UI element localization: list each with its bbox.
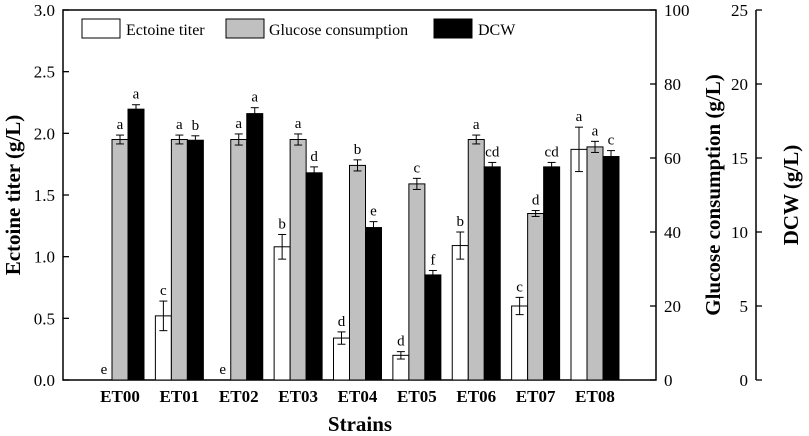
x-tick-label: ET03 (278, 387, 318, 406)
significance-label: c (414, 160, 421, 176)
bar (467, 139, 485, 381)
significance-label: a (176, 117, 183, 133)
significance-label: a (473, 117, 480, 133)
y-left-tick-label: 1.0 (34, 248, 55, 267)
legend-swatch-ectoine (81, 18, 121, 39)
y-left-tick-label: 0.0 (34, 371, 55, 390)
significance-label: c (160, 283, 167, 299)
bar (349, 164, 366, 381)
y-right2-tick-label: 10 (731, 223, 748, 242)
y-left-tick-label: 1.5 (34, 186, 55, 205)
bar (111, 139, 129, 381)
y-right2-tick-label: 15 (731, 149, 748, 168)
y-right2-tick-label: 25 (731, 1, 748, 20)
significance-label: d (310, 149, 318, 165)
y-right1-tick-label: 20 (664, 297, 681, 316)
bar (246, 113, 264, 381)
legend-label-ectoine: Ectoine titer (126, 22, 205, 39)
y-left-tick-label: 2.0 (34, 124, 55, 143)
y-left-tick-label: 2.5 (34, 63, 55, 82)
bar (543, 166, 561, 381)
significance-label: a (133, 87, 140, 103)
significance-label: c (516, 279, 523, 295)
y-right1-axis-title: Glucose consumption (g/L) (701, 74, 725, 316)
significance-label: a (235, 116, 242, 132)
bar (586, 146, 604, 381)
significance-label: a (251, 90, 258, 106)
bar (305, 172, 323, 381)
significance-label: cd (545, 144, 560, 160)
bar (170, 139, 188, 381)
y-right1-tick-label: 80 (664, 75, 681, 94)
x-tick-label: ET06 (456, 387, 496, 406)
y-right1-tick-label: 0 (664, 371, 673, 390)
bar (602, 156, 620, 381)
significance-label: a (117, 117, 124, 133)
significance-label: b (457, 214, 465, 230)
x-tick-label: ET07 (516, 387, 556, 406)
x-tick-label: ET01 (160, 387, 200, 406)
bar (451, 245, 469, 381)
x-tick-label: ET00 (100, 387, 140, 406)
significance-label: e (219, 362, 226, 378)
y-right2-tick-label: 5 (740, 297, 749, 316)
bar (511, 305, 529, 381)
y-right1-tick-label: 60 (664, 149, 681, 168)
bar (230, 139, 248, 381)
y-right1-tick-label: 40 (664, 223, 681, 242)
bar (289, 139, 307, 381)
y-right2-tick-label: 0 (740, 371, 749, 390)
significance-label: d (532, 193, 540, 209)
legend-swatch-glucose (225, 18, 265, 39)
bar (483, 166, 501, 381)
significance-label: a (295, 116, 302, 132)
significance-label: f (430, 252, 435, 268)
significance-label: b (278, 216, 286, 232)
x-tick-label: ET04 (338, 387, 378, 406)
significance-label: d (338, 314, 346, 330)
x-tick-label: ET02 (219, 387, 259, 406)
bar (570, 148, 588, 381)
significance-label: e (101, 362, 108, 378)
y-left-tick-label: 0.5 (34, 309, 55, 328)
y-left-tick-label: 3.0 (34, 1, 55, 20)
significance-label: a (592, 123, 599, 139)
legend-label-dcw: DCW (478, 22, 516, 39)
bar (273, 246, 291, 381)
bar (408, 183, 426, 381)
significance-label: cd (485, 144, 500, 160)
significance-label: e (370, 204, 377, 220)
significance-label: a (576, 109, 583, 125)
x-tick-label: ET08 (575, 387, 615, 406)
bar (186, 139, 204, 381)
y-right2-axis-title: DCW (g/L) (779, 145, 803, 246)
bar (127, 108, 145, 381)
y-right2-tick-label: 20 (731, 75, 748, 94)
bar (365, 227, 382, 381)
bar (424, 274, 442, 381)
legend-label-glucose: Glucose consumption (269, 22, 408, 39)
bar (527, 213, 545, 381)
legend: Ectoine titer Glucose consumption DCW (81, 18, 516, 39)
significance-label: b (354, 142, 362, 158)
legend-swatch-dcw (433, 18, 473, 39)
significance-label: b (192, 118, 200, 134)
x-axis-title: Strains (328, 412, 392, 436)
y-right1-tick-label: 100 (664, 1, 690, 20)
y-left-axis-title: Ectoine titer (g/L) (1, 115, 25, 276)
x-tick-label: ET05 (397, 387, 437, 406)
significance-label: c (608, 133, 615, 149)
significance-label: d (397, 334, 405, 350)
